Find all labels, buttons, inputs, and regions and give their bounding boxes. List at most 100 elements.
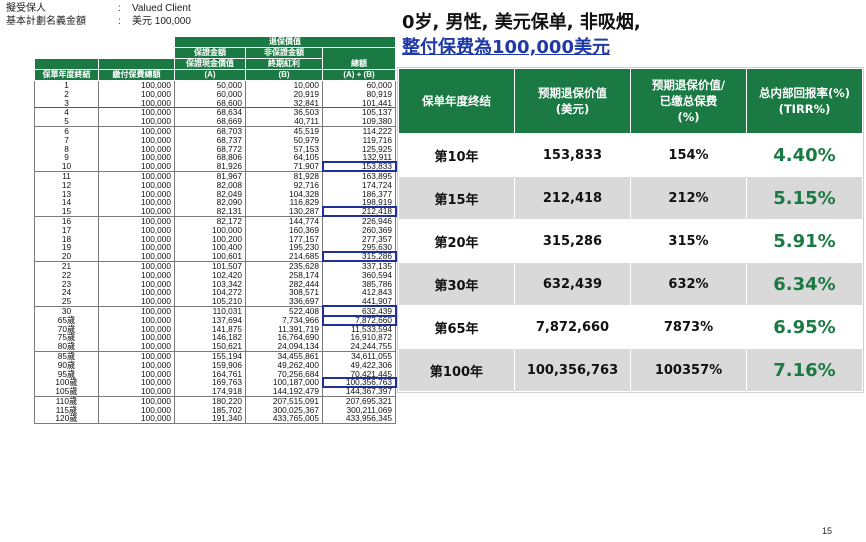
table-row: 10 100,000 81,926 71,907 153,833 bbox=[34, 161, 397, 173]
table-row: 85歲 100,000 155,194 34,455,861 34,611,055 bbox=[34, 350, 396, 361]
summary-header: 保单年度终结 bbox=[398, 68, 515, 134]
table-row: 65歲 100,000 137,694 7,734,966 7,872,660 bbox=[34, 314, 397, 326]
header-guaranteed: 保證金額 bbox=[174, 47, 246, 59]
cell-total: 163,895 bbox=[322, 170, 396, 181]
summary-cell: 632,439 bbox=[514, 262, 631, 306]
table-row: 110歲 100,000 180,220 207,515,091 207,695,321 bbox=[34, 395, 396, 406]
summary-cell: 100357% bbox=[630, 348, 747, 392]
table-row: 5 100,000 68,669 40,711 109,380 bbox=[34, 117, 396, 127]
table-row: 11 100,000 81,967 81,928 163,895 bbox=[34, 170, 396, 181]
cell-total: 277,357 bbox=[322, 234, 396, 244]
cell-total: 70,421,445 bbox=[322, 369, 396, 379]
cell-year: 80歲 bbox=[34, 342, 99, 352]
summary-cell: 100,356,763 bbox=[514, 348, 631, 392]
cell-total: 412,843 bbox=[322, 288, 396, 298]
header-cash-value: 保證現金價值 bbox=[174, 58, 246, 70]
sum-label: 基本計劃名義金額 bbox=[6, 16, 86, 27]
table-row: 19 100,000 100,400 195,230 295,630 bbox=[34, 243, 396, 253]
table-row: 95歲 100,000 164,761 70,256,684 70,421,445 bbox=[34, 369, 396, 379]
cell-total: 16,910,872 bbox=[322, 333, 396, 343]
table-row: 3 100,000 68,600 32,841 101,441 bbox=[34, 98, 396, 108]
cell-total: 360,594 bbox=[322, 270, 396, 280]
cell-total: 385,786 bbox=[322, 279, 396, 289]
summary-cell: 212% bbox=[630, 176, 747, 220]
table-row: 100歲 100,000 169,763 100,187,000 100,356,763 bbox=[34, 377, 397, 389]
cell-total: 109,380 bbox=[322, 117, 396, 127]
table-row: 120歲 100,000 191,340 433,765,005 433,956,345 bbox=[34, 414, 396, 425]
summary-row: 第20年 315,286 315% 5.91% bbox=[398, 219, 863, 263]
page-number: 15 bbox=[821, 526, 832, 536]
cell-total: 433,956,345 bbox=[322, 414, 396, 425]
header-surrender: 退保價值 bbox=[174, 36, 396, 48]
cell-total: 174,724 bbox=[322, 180, 396, 190]
table-cell: 100,000 bbox=[98, 342, 175, 352]
summary-cell: 632% bbox=[630, 262, 747, 306]
summary-irr: 7.16% bbox=[746, 348, 863, 392]
table-row: 20 100,000 100,601 214,685 315,286 bbox=[34, 251, 397, 263]
policy-info: 擬受保人: Valued Client 基本計劃名義金額: 美元 100,000 bbox=[6, 3, 191, 27]
summary-row: 第30年 632,439 632% 6.34% bbox=[398, 262, 863, 306]
table-row: 6 100,000 68,703 45,519 114,222 bbox=[34, 125, 396, 136]
cell-total: 144,367,397 bbox=[322, 387, 396, 397]
table-row: 30 100,000 110,031 522,408 632,439 bbox=[34, 305, 397, 317]
summary-irr: 6.34% bbox=[746, 262, 863, 306]
summary-header: 总内部回报率(%) (TIRR%) bbox=[746, 68, 863, 134]
sum-value: 美元 100,000 bbox=[132, 16, 191, 27]
summary-cell: 第65年 bbox=[398, 305, 515, 349]
cell-total: 226,946 bbox=[322, 215, 396, 226]
table-row: 16 100,000 82,172 144,774 226,946 bbox=[34, 215, 396, 226]
table-row: 12 100,000 82,008 92,716 174,724 bbox=[34, 180, 396, 190]
insured-label: 擬受保人 bbox=[6, 3, 46, 14]
header-bonus: 終期紅利 bbox=[245, 58, 323, 70]
summary-irr: 5.15% bbox=[746, 176, 863, 220]
cell-total: 114,222 bbox=[322, 125, 396, 136]
summary-irr: 6.95% bbox=[746, 305, 863, 349]
table-row: 80歲 100,000 150,621 24,094,134 24,244,755 bbox=[34, 342, 396, 352]
summary-cell: 第20年 bbox=[398, 219, 515, 263]
summary-header: 预期退保价值/ 已缴总保费 (%) bbox=[630, 68, 747, 134]
cell-year: 105歲 bbox=[34, 387, 99, 397]
summary-irr: 5.91% bbox=[746, 219, 863, 263]
insured-value: Valued Client bbox=[132, 3, 191, 14]
cell-total: 125,925 bbox=[322, 144, 396, 154]
header-year: 保單年度終結 bbox=[34, 69, 99, 81]
table-cell: 100,000 bbox=[98, 414, 175, 425]
headline-line2: 整付保费為100,000美元 bbox=[402, 37, 610, 58]
cell-total: 198,919 bbox=[322, 198, 396, 208]
headline-line1: 0岁, 男性, 美元保单, 非吸烟, bbox=[402, 12, 641, 33]
summary-header: 预期退保价值 (美元) bbox=[514, 68, 631, 134]
cell-total: 34,611,055 bbox=[322, 350, 396, 361]
cell-total: 24,244,755 bbox=[322, 342, 396, 352]
table-row: 25 100,000 105,210 336,697 441,907 bbox=[34, 297, 396, 307]
cell-total: 300,211,069 bbox=[322, 405, 396, 415]
cell-total: 60,000 bbox=[322, 80, 396, 90]
cell-total: 119,716 bbox=[322, 135, 396, 145]
table-row: 70歲 100,000 141,875 11,391,719 11,533,594 bbox=[34, 324, 396, 334]
cell-total-highlighted: 153,833 bbox=[321, 161, 397, 173]
summary-cell: 154% bbox=[630, 133, 747, 177]
cell-total: 11,533,594 bbox=[322, 324, 396, 334]
table-row: 21 100,000 101,507 235,628 337,135 bbox=[34, 260, 396, 271]
summary-row: 第100年 100,356,763 100357% 7.16% bbox=[398, 348, 863, 392]
table-row: 15 100,000 82,131 130,287 212,418 bbox=[34, 206, 397, 218]
table-row: 90歲 100,000 159,906 49,262,400 49,422,306 bbox=[34, 360, 396, 370]
table-cell: 144,192,479 bbox=[245, 387, 323, 397]
cell-total-highlighted: 315,286 bbox=[321, 251, 397, 263]
table-cell: 191,340 bbox=[174, 414, 246, 425]
header-nonguaranteed: 非保證金額 bbox=[245, 47, 323, 59]
summary-cell: 7,872,660 bbox=[514, 305, 631, 349]
summary-cell: 153,833 bbox=[514, 133, 631, 177]
table-row: 1 100,000 50,000 10,000 60,000 bbox=[34, 80, 396, 90]
summary-cell: 315,286 bbox=[514, 219, 631, 263]
summary-cell: 第100年 bbox=[398, 348, 515, 392]
cell-total: 337,135 bbox=[322, 260, 396, 271]
table-row: 9 100,000 68,806 64,105 132,911 bbox=[34, 153, 396, 163]
cell-total: 49,422,306 bbox=[322, 360, 396, 370]
summary-row: 第10年 153,833 154% 4.40% bbox=[398, 133, 863, 177]
summary-cell: 7873% bbox=[630, 305, 747, 349]
summary-table: 保单年度终结 预期退保价值 (美元) 预期退保价值/ 已缴总保费 (%) 总内部回报率… bbox=[397, 67, 864, 393]
cell-year: 120歲 bbox=[34, 414, 99, 425]
cell-total-highlighted: 632,439 bbox=[321, 305, 397, 317]
cell-total: 186,377 bbox=[322, 189, 396, 199]
cell-total-highlighted: 212,418 bbox=[321, 206, 397, 218]
